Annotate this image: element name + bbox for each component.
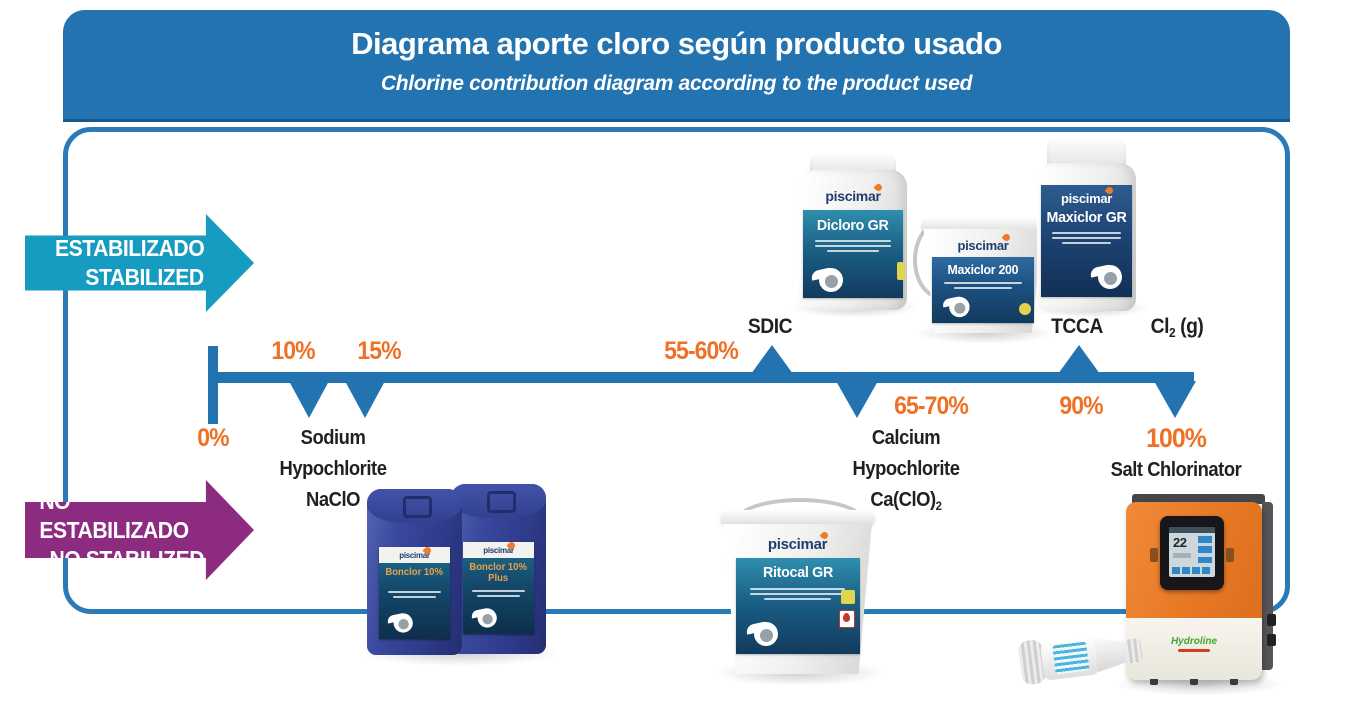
wave-logo	[810, 266, 844, 292]
product-bonclor-10: piscimar Bonclor 10%	[367, 489, 462, 655]
sodium-hypochlorite-label: Sodium Hypochlorite NaClO	[279, 427, 387, 511]
display-value: 22	[1173, 535, 1187, 550]
cl2-gas-label: Cl2 (g)	[1150, 315, 1204, 340]
pct-65-70-label: 65-70%	[894, 392, 969, 420]
wave-logo	[1089, 263, 1123, 289]
pct-15-label: 15%	[357, 337, 401, 365]
wave-logo	[387, 612, 414, 633]
product-ritocal-gr: piscimar Ritocal GR	[720, 498, 875, 674]
piscimar-logo: piscimar	[483, 540, 517, 555]
pct-100-label: 100%	[1146, 423, 1207, 453]
sticker	[1018, 303, 1031, 315]
axis-line	[208, 372, 1194, 383]
salt-chlorinator-label: Salt Chlorinator	[1110, 459, 1242, 481]
header-band	[63, 10, 1290, 122]
pct-90-label: 90%	[1059, 392, 1103, 420]
pct-0-label: 0%	[197, 424, 229, 452]
product-salt-chlorinator: Hydroline 22	[1126, 494, 1276, 686]
bonclor-plus-label: piscimar Bonclor 10% Plus	[463, 540, 534, 634]
product-maxiclor-gr: piscimar Maxiclor GR	[1037, 139, 1136, 311]
can-handle	[403, 496, 432, 518]
sticker-yellow	[840, 590, 855, 604]
product-dicloro-gr: piscimar Dicloro GR	[799, 154, 907, 310]
axis-origin-tick	[208, 346, 218, 424]
maxiclor200-label: Maxiclor 200	[932, 257, 1034, 323]
product-maxiclor-200: piscimar Maxiclor 200	[913, 211, 1045, 333]
maxiclorgr-label: piscimar Maxiclor GR	[1040, 185, 1133, 297]
diagram-title: Diagrama aporte cloro según producto usa…	[351, 26, 1002, 61]
pct-10-label: 10%	[271, 337, 315, 365]
piscimar-logo: piscimar	[768, 530, 830, 553]
piscimar-logo: piscimar	[957, 232, 1011, 253]
bonclor-label: piscimar Bonclor 10%	[379, 545, 450, 639]
wave-logo	[942, 295, 970, 318]
sticker-red	[838, 610, 855, 628]
stabilized-label-es: ESTABILIZADO	[54, 235, 205, 261]
display-screen: 22	[1169, 527, 1215, 577]
diagram-subtitle: Chlorine contribution diagram according …	[380, 72, 973, 95]
can-handle	[487, 491, 516, 513]
wave-logo	[471, 607, 498, 628]
wave-logo	[744, 620, 778, 646]
product-bonclor-10-plus: piscimar Bonclor 10% Plus	[451, 484, 546, 654]
sdic-label: SDIC	[747, 315, 793, 338]
heatsink-top	[1132, 494, 1265, 504]
sticker	[896, 262, 905, 280]
pct-55-60-label: 55-60%	[664, 337, 739, 365]
piscimar-logo: piscimar	[825, 182, 884, 204]
tcca-label: TCCA	[1051, 315, 1103, 338]
hydroline-logo: Hydroline	[1170, 636, 1218, 647]
piscimar-logo: piscimar	[399, 545, 433, 560]
calcium-hypochlorite-label: Calcium Hypochlorite Ca(ClO)2	[852, 427, 960, 513]
heatsink-side	[1262, 502, 1273, 670]
stabilized-label-en: STABILIZED	[85, 264, 205, 290]
piscimar-logo: piscimar	[1061, 185, 1115, 206]
chlorinator-body: Hydroline 22	[1126, 502, 1262, 685]
cell-label	[1052, 641, 1090, 675]
dicloro-label: Dicloro GR	[803, 210, 905, 298]
ritocal-label: Ritocal GR	[735, 558, 860, 654]
control-panel: 22	[1150, 516, 1234, 590]
